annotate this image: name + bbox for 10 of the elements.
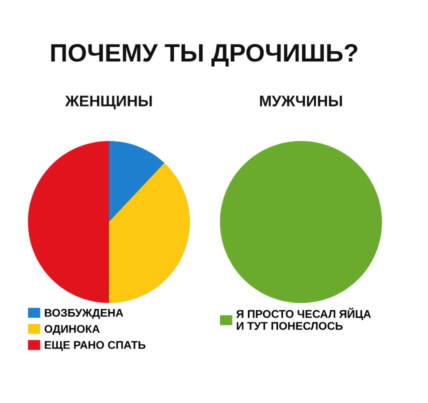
legend-label: ЕЩЕ РАНО СПАТЬ bbox=[44, 341, 146, 352]
legend-label: ОДИНОКА bbox=[44, 324, 100, 335]
legend-label: ВОЗБУЖДЕНА bbox=[44, 308, 124, 319]
legend-label: Я ПРОСТО ЧЕСАЛ ЯЙЦА И ТУТ ПОНЕСЛОСЬ bbox=[236, 308, 371, 330]
text: ПОЧЕМУ ТЫ ДРОЧИШЬ? bbox=[51, 44, 358, 66]
pie-slice bbox=[28, 141, 109, 303]
chart-title: МУЖЧИНЫ bbox=[260, 96, 342, 106]
pie-slice bbox=[109, 162, 190, 303]
pie-slice bbox=[109, 141, 164, 222]
chart-title: ЖЕНЩИНЫ bbox=[65, 96, 152, 110]
